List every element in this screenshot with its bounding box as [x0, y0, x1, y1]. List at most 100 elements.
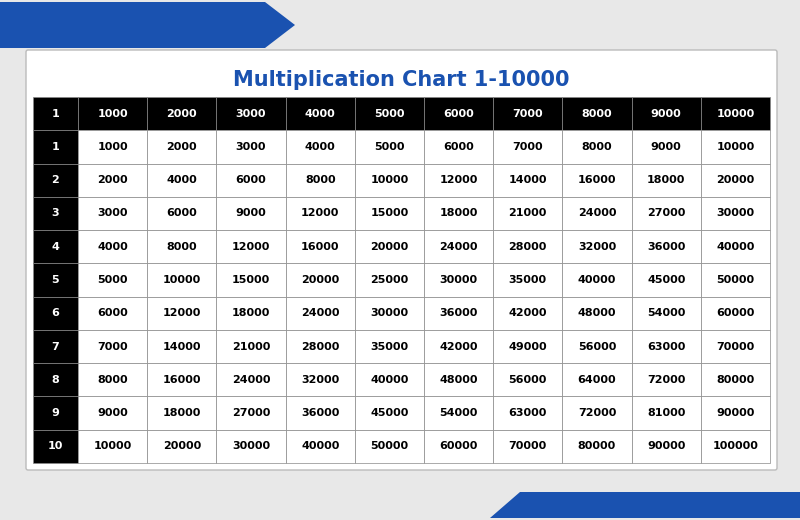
Bar — [493, 197, 562, 230]
Bar — [33, 430, 78, 463]
Bar — [216, 263, 286, 296]
Bar — [424, 263, 493, 296]
Bar — [216, 430, 286, 463]
Bar — [216, 330, 286, 363]
Text: 60000: 60000 — [439, 441, 478, 451]
Bar — [286, 164, 354, 197]
Bar — [354, 363, 424, 396]
Bar — [701, 363, 770, 396]
Text: 4000: 4000 — [166, 175, 197, 185]
Text: 18000: 18000 — [647, 175, 686, 185]
Bar — [78, 164, 147, 197]
Text: 4000: 4000 — [305, 142, 335, 152]
Text: 5000: 5000 — [98, 275, 128, 285]
Text: 21000: 21000 — [509, 209, 547, 218]
Text: 36000: 36000 — [439, 308, 478, 318]
Bar — [562, 131, 631, 164]
Bar — [33, 197, 78, 230]
Text: 24000: 24000 — [301, 308, 339, 318]
Bar — [631, 430, 701, 463]
Bar — [216, 396, 286, 430]
Text: 40000: 40000 — [578, 275, 616, 285]
Bar — [354, 197, 424, 230]
Text: 1000: 1000 — [98, 109, 128, 119]
Text: 30000: 30000 — [716, 209, 754, 218]
Bar — [286, 131, 354, 164]
Bar — [286, 97, 354, 131]
Bar — [33, 263, 78, 296]
Bar — [33, 363, 78, 396]
Text: 16000: 16000 — [578, 175, 616, 185]
Bar — [424, 430, 493, 463]
Bar — [354, 230, 424, 263]
Bar — [631, 131, 701, 164]
Bar — [286, 430, 354, 463]
Text: 42000: 42000 — [509, 308, 547, 318]
Bar — [78, 330, 147, 363]
Bar — [147, 263, 216, 296]
Text: 2000: 2000 — [166, 109, 197, 119]
Text: 100000: 100000 — [713, 441, 758, 451]
Bar — [562, 197, 631, 230]
Text: 7: 7 — [52, 342, 59, 352]
Text: 16000: 16000 — [301, 242, 339, 252]
Bar — [354, 430, 424, 463]
Text: 35000: 35000 — [370, 342, 409, 352]
Text: 45000: 45000 — [647, 275, 686, 285]
Text: 28000: 28000 — [301, 342, 339, 352]
Text: 56000: 56000 — [578, 342, 616, 352]
Text: 72000: 72000 — [578, 408, 616, 418]
Bar — [216, 197, 286, 230]
Text: 1: 1 — [52, 142, 59, 152]
Bar — [33, 330, 78, 363]
Bar — [147, 97, 216, 131]
Text: 5: 5 — [52, 275, 59, 285]
Text: 4: 4 — [51, 242, 59, 252]
Bar — [78, 131, 147, 164]
Text: 40000: 40000 — [370, 375, 409, 385]
Text: 54000: 54000 — [647, 308, 686, 318]
Bar — [493, 97, 562, 131]
Text: 15000: 15000 — [370, 209, 409, 218]
Text: 10000: 10000 — [716, 109, 754, 119]
Text: 1: 1 — [52, 109, 59, 119]
Bar — [424, 164, 493, 197]
Bar — [216, 363, 286, 396]
Text: 45000: 45000 — [370, 408, 409, 418]
Bar — [147, 197, 216, 230]
Text: 14000: 14000 — [509, 175, 547, 185]
Polygon shape — [0, 2, 295, 48]
Bar — [562, 363, 631, 396]
Text: 2000: 2000 — [98, 175, 128, 185]
Text: 50000: 50000 — [716, 275, 754, 285]
Bar — [631, 296, 701, 330]
Text: 8: 8 — [52, 375, 59, 385]
Text: 3000: 3000 — [236, 109, 266, 119]
Bar — [354, 263, 424, 296]
Bar — [562, 330, 631, 363]
Text: 9000: 9000 — [98, 408, 128, 418]
Bar — [701, 296, 770, 330]
Bar — [216, 230, 286, 263]
Bar — [147, 230, 216, 263]
Text: 7000: 7000 — [98, 342, 128, 352]
Text: 90000: 90000 — [716, 408, 754, 418]
Bar — [631, 396, 701, 430]
Text: 3000: 3000 — [98, 209, 128, 218]
Text: 21000: 21000 — [232, 342, 270, 352]
Polygon shape — [490, 492, 800, 518]
Text: 3000: 3000 — [236, 142, 266, 152]
Text: 40000: 40000 — [716, 242, 754, 252]
Text: 9000: 9000 — [236, 209, 266, 218]
Bar — [424, 396, 493, 430]
Text: 12000: 12000 — [439, 175, 478, 185]
Bar — [701, 97, 770, 131]
Text: 8000: 8000 — [582, 109, 612, 119]
Bar — [286, 296, 354, 330]
Text: 5000: 5000 — [374, 109, 405, 119]
Bar — [493, 263, 562, 296]
Text: 8000: 8000 — [166, 242, 197, 252]
Text: 32000: 32000 — [301, 375, 339, 385]
Text: 12000: 12000 — [232, 242, 270, 252]
Text: 12000: 12000 — [162, 308, 201, 318]
